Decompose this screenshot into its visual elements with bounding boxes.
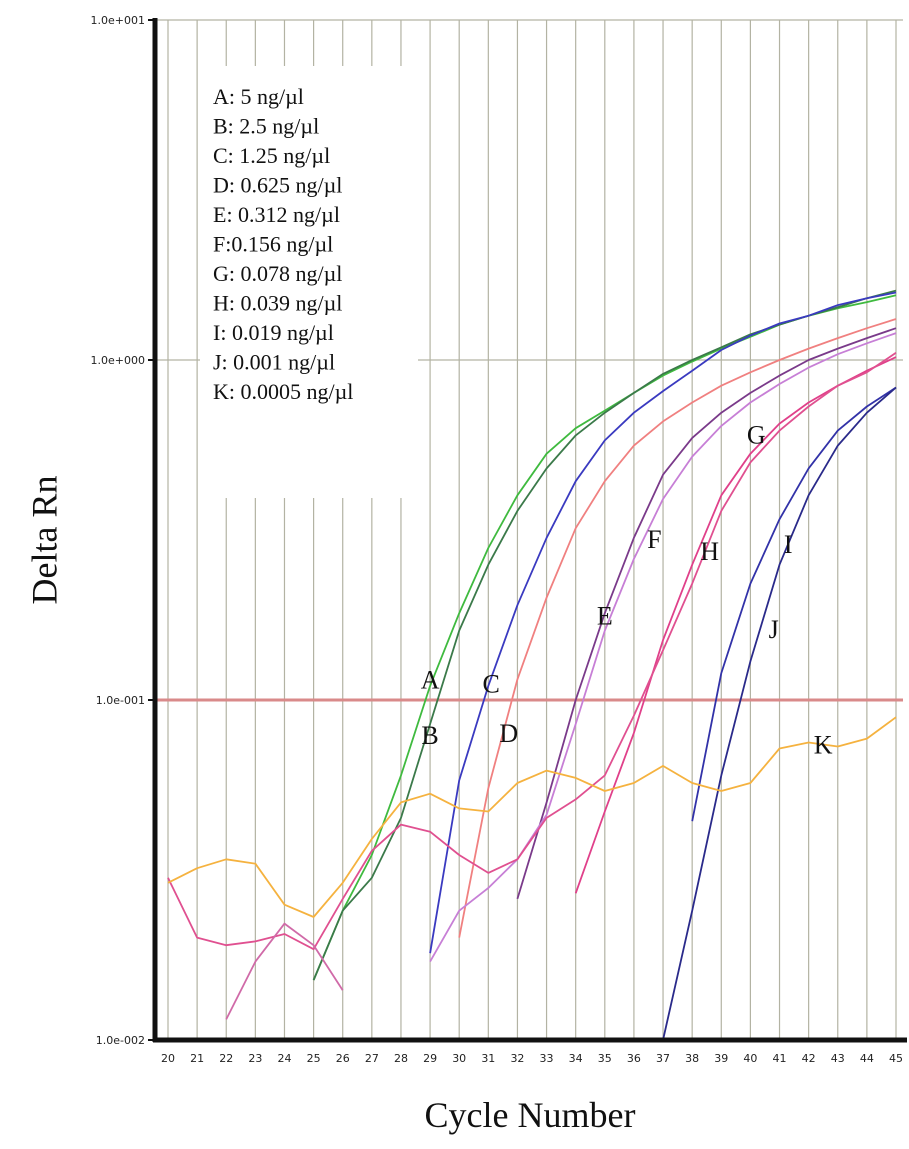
curve-label-f: F <box>647 525 661 554</box>
x-tick-label: 20 <box>161 1052 175 1065</box>
y-tick-label: 1.0e-001 <box>96 694 145 707</box>
x-tick-label: 22 <box>219 1052 233 1065</box>
legend-entry: F:0.156 ng/µl <box>213 232 333 257</box>
y-tick-label: 1.0e+000 <box>91 354 145 367</box>
y-tick-label: 1.0e-002 <box>96 1034 145 1047</box>
x-tick-label: 39 <box>714 1052 728 1065</box>
series-line <box>225 922 344 1020</box>
series-line-d <box>458 318 897 938</box>
x-tick-label: 24 <box>277 1052 291 1065</box>
x-tick-label: 37 <box>656 1052 670 1065</box>
legend-entry: G: 0.078 ng/µl <box>213 261 342 286</box>
series-line-j <box>662 386 897 1041</box>
axes <box>152 18 907 1043</box>
series-line-k <box>167 716 897 918</box>
curve-label-a: A <box>421 665 440 694</box>
x-tick-label: 35 <box>598 1052 612 1065</box>
x-tick-label: 38 <box>685 1052 699 1065</box>
curve-label-i: I <box>784 530 793 559</box>
series-lines <box>167 289 897 1041</box>
x-tick-label: 42 <box>802 1052 816 1065</box>
series-line-c <box>429 291 897 954</box>
x-tick-label: 29 <box>423 1052 437 1065</box>
x-tick-label: 44 <box>860 1052 874 1065</box>
legend-entry: D: 0.625 ng/µl <box>213 173 342 198</box>
curve-label-c: C <box>483 669 500 698</box>
legend-entry: K: 0.0005 ng/µl <box>213 379 353 404</box>
x-tick-label: 45 <box>889 1052 903 1065</box>
curve-label-b: B <box>421 721 438 750</box>
legend-entry: B: 2.5 ng/µl <box>213 114 319 139</box>
x-tick-label: 36 <box>627 1052 641 1065</box>
series-line-i <box>691 386 897 822</box>
x-tick-labels: 20 21 22 23 24 25 26 27 28 29 30 31 32 33 34 35 36 37 38 39… <box>161 1052 903 1065</box>
x-tick-label: 40 <box>743 1052 757 1065</box>
curve-label-k: K <box>814 730 833 759</box>
series-line-g <box>574 356 897 894</box>
x-tick-label: 31 <box>481 1052 495 1065</box>
x-tick-label: 21 <box>190 1052 204 1065</box>
legend-entry: I: 0.019 ng/µl <box>213 320 334 345</box>
y-tick-labels: 1.0e+001 1.0e+000 1.0e-001 1.0e-002 <box>91 14 155 1047</box>
curve-label-j: J <box>769 615 779 644</box>
curve-label-h: H <box>700 537 719 566</box>
legend-entry: C: 1.25 ng/µl <box>213 143 330 168</box>
x-tick-label: 30 <box>452 1052 466 1065</box>
legend-entry: H: 0.039 ng/µl <box>213 291 342 316</box>
x-tick-label: 32 <box>510 1052 524 1065</box>
series-line-e <box>516 327 897 900</box>
x-tick-label: 26 <box>336 1052 350 1065</box>
x-tick-label: 43 <box>831 1052 845 1065</box>
y-axis-title: Delta Rn <box>24 476 64 605</box>
x-axis-title: Cycle Number <box>425 1095 636 1135</box>
curve-label-d: D <box>499 719 518 748</box>
x-tick-label: 33 <box>540 1052 554 1065</box>
x-tick-label: 27 <box>365 1052 379 1065</box>
legend-box <box>200 66 418 498</box>
x-tick-label: 25 <box>307 1052 321 1065</box>
curve-labels: AB CD E F G H I J K <box>421 420 833 759</box>
legend-entry: E: 0.312 ng/µl <box>213 202 340 227</box>
series-line-h <box>167 352 897 951</box>
x-tick-label: 34 <box>569 1052 583 1065</box>
y-tick-label: 1.0e+001 <box>91 14 145 27</box>
curve-label-g: G <box>747 420 766 449</box>
legend-entry: J: 0.001 ng/µl <box>213 350 335 375</box>
series-line-f <box>429 332 897 963</box>
curve-label-e: E <box>597 602 613 631</box>
x-tick-label: 41 <box>773 1052 787 1065</box>
x-tick-label: 23 <box>248 1052 262 1065</box>
legend: A: 5 ng/µl B: 2.5 ng/µl C: 1.25 ng/µl D: 0.… <box>213 84 353 404</box>
legend-entry: A: 5 ng/µl <box>213 84 304 109</box>
x-tick-label: 28 <box>394 1052 408 1065</box>
